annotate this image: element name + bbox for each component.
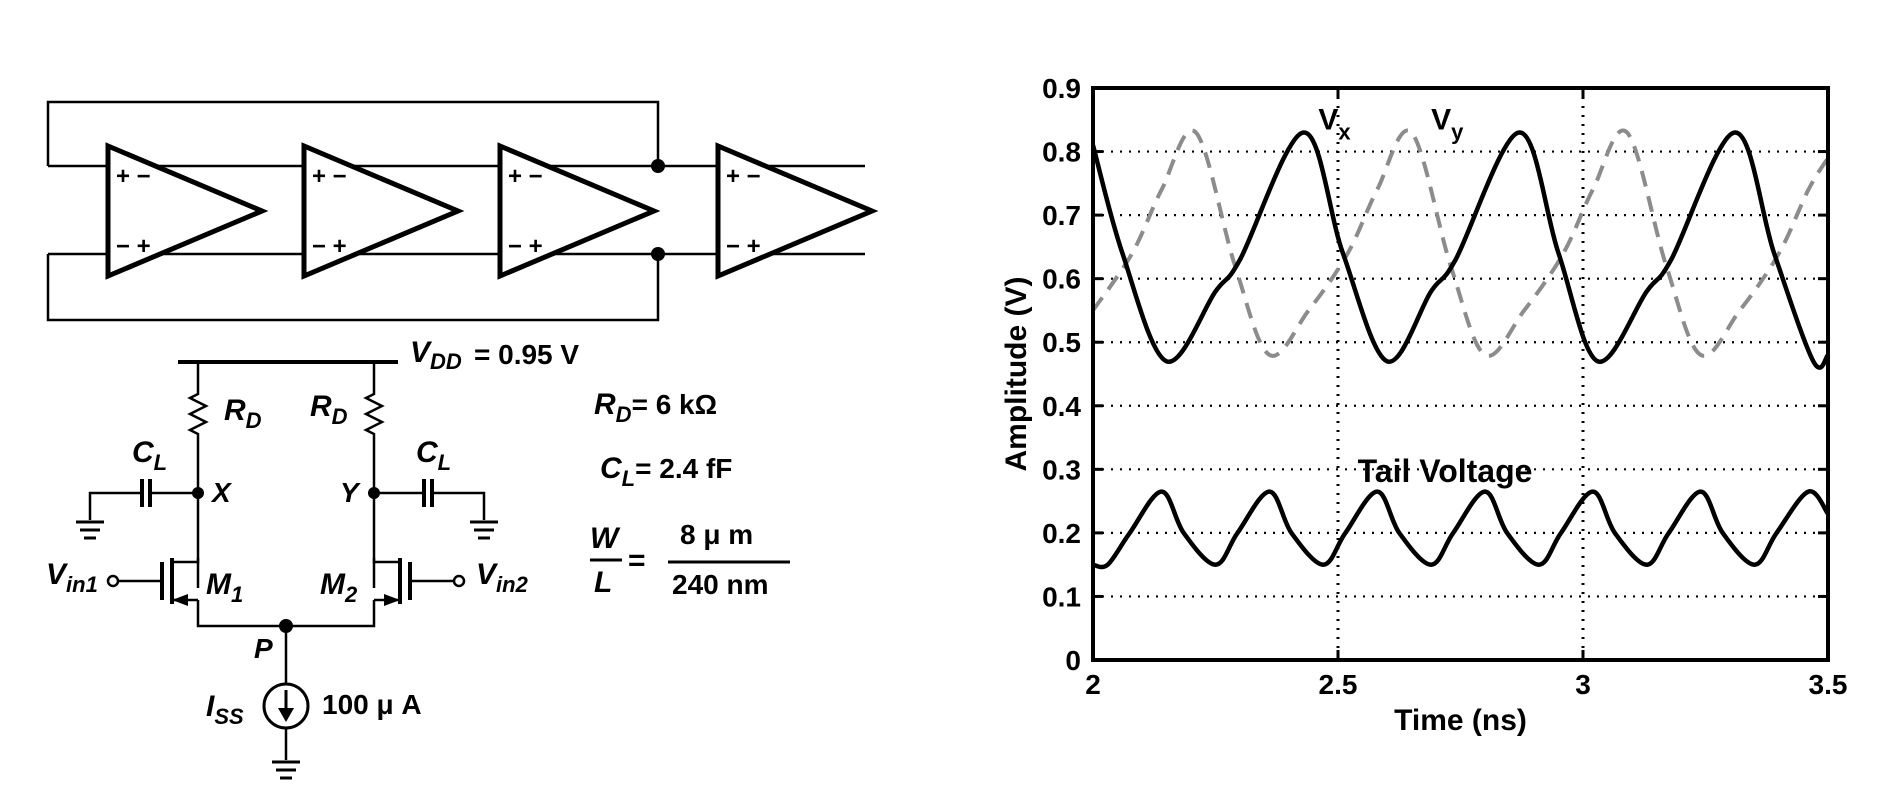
rd-right-label: RD <box>310 390 348 429</box>
chart-annotation: Tail Voltage <box>1358 453 1533 489</box>
vdd-label: VDD <box>410 336 462 374</box>
vin2-label: Vin2 <box>476 558 529 597</box>
l-label: L <box>594 566 612 599</box>
stage-1-pins-bottom: − + <box>116 233 151 260</box>
series-line-vy <box>1091 128 1830 358</box>
y-tick-label: 0.7 <box>1042 200 1081 231</box>
stage-4-pins-bottom: − + <box>726 233 761 260</box>
ground-symbol-right <box>470 520 498 540</box>
l-value: 240 nm <box>672 569 769 600</box>
stage-4-pins-top: + − <box>726 163 761 190</box>
amplifier-stage-1 <box>105 142 269 280</box>
stage-1-pins-top: + − <box>116 163 151 190</box>
cl-right-label: CL <box>416 436 451 475</box>
y-tick-label: 0.9 <box>1042 73 1081 104</box>
y-tick-label: 0.8 <box>1042 137 1081 168</box>
amplifier-stage-2 <box>301 142 465 280</box>
transistor-m1 <box>106 558 200 606</box>
node-p-label: P <box>254 633 273 664</box>
rd-right-resistor <box>363 362 385 588</box>
x-tick-label: 2.5 <box>1319 669 1358 700</box>
y-tick-label: 0.1 <box>1042 581 1081 612</box>
rd-param: RD= 6 kΩ <box>594 388 717 427</box>
w-label: W <box>590 522 621 555</box>
stage-3-pins-top: + − <box>508 163 543 190</box>
x-tick-label: 2 <box>1085 669 1101 700</box>
vin1-label: Vin1 <box>46 558 98 597</box>
stage-3-pins-bottom: − + <box>508 233 543 260</box>
differential-pair-schematic: VDD = 0.95 V RD RD X Y CL CL <box>46 336 579 780</box>
series-line-tail-voltage <box>1092 489 1830 570</box>
iss-label: ISS <box>206 690 244 729</box>
amplifier-stage-4 <box>715 142 879 280</box>
feedback-wire-top <box>46 100 660 166</box>
wl-equals: = <box>628 544 646 577</box>
x-axis-label: Time (ns) <box>1394 704 1527 737</box>
waveform-chart: 00.10.20.30.40.50.60.70.80.92 2.5 3 3.5 Vx V… <box>1000 73 1847 737</box>
plot-frame <box>1091 86 1830 662</box>
junction-dot-top <box>651 159 665 173</box>
cl-right-capacitor <box>374 491 486 520</box>
series-layer <box>1090 128 1830 570</box>
y-tick-label: 0.2 <box>1042 518 1081 549</box>
vdd-value: = 0.95 V <box>474 339 579 370</box>
y-tick-label: 0.3 <box>1042 454 1081 485</box>
ring-oscillator: + − − + + − − + + − − + + − − + <box>46 100 879 322</box>
x-tick-label: 3.5 <box>1809 669 1848 700</box>
tick-layer: 0 0.1 0.2 0.3 0.4 0.5 0.6 0.7 0.8 0.9 2 2.5 3 3.5 <box>1042 73 1847 700</box>
grid-lines <box>1093 88 1828 660</box>
y-tick-label: 0 <box>1065 645 1081 676</box>
annotation-layer: Vx Vy Tail Voltage <box>1318 103 1532 489</box>
y-tick-label: 0.4 <box>1042 391 1081 422</box>
y-tick-label: 0.6 <box>1042 264 1081 295</box>
y-axis-label: Amplitude (V) <box>1000 277 1033 472</box>
cl-left-capacitor <box>88 491 198 520</box>
node-y-label: Y <box>340 477 361 508</box>
current-source-iss <box>262 682 310 760</box>
stage-2-pins-top: + − <box>312 163 347 190</box>
m1-label: M1 <box>206 568 243 607</box>
stage-2-pins-bottom: − + <box>312 233 347 260</box>
y-tick-label: 0.5 <box>1042 327 1081 358</box>
junction-dot-bottom <box>651 247 665 261</box>
cl-param: CL= 2.4 fF <box>600 452 732 491</box>
series-line-vx <box>1090 130 1830 370</box>
transistor-m2 <box>372 558 466 606</box>
rd-left-resistor <box>187 362 209 588</box>
feedback-wire-bottom <box>46 254 660 322</box>
m2-label: M2 <box>320 568 358 607</box>
node-x-label: X <box>210 477 233 508</box>
x-tick-label: 3 <box>1575 669 1591 700</box>
cl-left-label: CL <box>132 436 167 475</box>
parameter-list: RD= 6 kΩ CL= 2.4 fF W L = 8 μ m 240 nm <box>590 388 790 600</box>
amplifier-stage-3 <box>497 142 661 280</box>
tail-wire <box>196 600 376 684</box>
chart-annotation: Vy <box>1431 103 1464 144</box>
rd-left-label: RD <box>224 394 262 433</box>
iss-value: 100 μ A <box>322 689 422 720</box>
node-p-dot <box>279 619 293 633</box>
ground-symbol-tail <box>272 760 300 780</box>
chart-annotation: Vx <box>1318 103 1351 144</box>
ground-symbol-left <box>76 520 104 540</box>
w-value: 8 μ m <box>680 519 753 550</box>
